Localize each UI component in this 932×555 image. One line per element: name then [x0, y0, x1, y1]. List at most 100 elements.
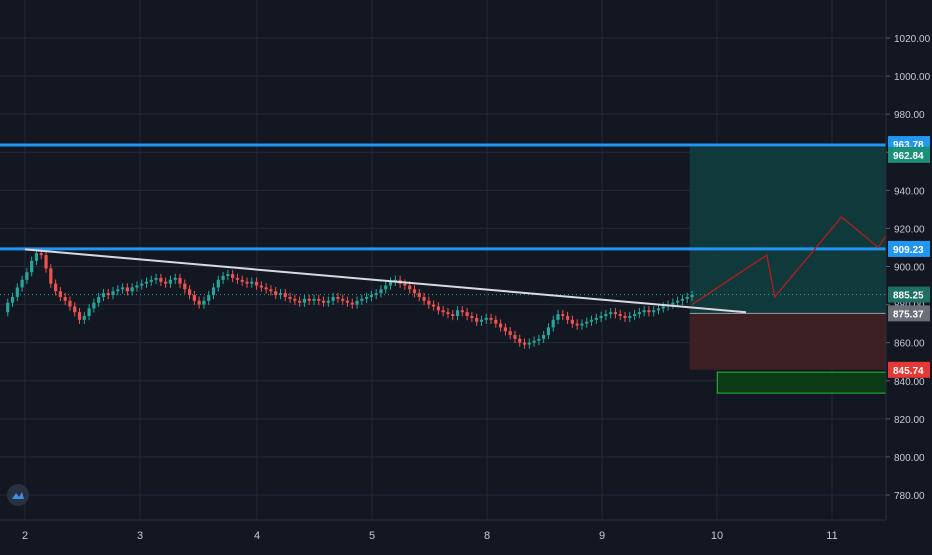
candle-body: [585, 321, 589, 324]
price-label-text: 963.78: [893, 140, 924, 151]
price-axis-label: 940.00: [894, 186, 925, 197]
candle-body: [345, 300, 350, 303]
candle-body: [192, 295, 196, 301]
candle-body: [288, 296, 292, 299]
candle-body: [274, 291, 278, 296]
candle-body: [240, 279, 244, 282]
candle-body: [642, 310, 646, 313]
candle-body: [226, 274, 230, 277]
price-axis-panel: [886, 0, 932, 550]
candle-body: [570, 319, 574, 324]
candle-body: [254, 281, 259, 286]
candle-body: [599, 316, 603, 318]
candle-body: [321, 300, 326, 303]
price-label-845-74: 845.74: [888, 361, 930, 378]
candle-body: [451, 314, 455, 317]
candle-body: [379, 289, 383, 294]
candle-body: [283, 293, 287, 297]
projection-path: [691, 165, 932, 306]
candle-body: [647, 310, 651, 313]
candle-body: [628, 316, 632, 318]
price-axis-label: 860.00: [894, 339, 925, 350]
candle-body: [63, 296, 67, 301]
candle-body: [154, 277, 158, 280]
candle-body: [87, 308, 91, 317]
candle-body: [556, 314, 560, 320]
price-label-box: [888, 361, 930, 378]
candle-body: [336, 296, 340, 299]
candle-body: [475, 317, 479, 322]
candle-body: [58, 291, 62, 297]
candle-body: [618, 314, 622, 317]
price-label-box: [888, 305, 930, 322]
candle-body: [479, 319, 484, 322]
time-axis-label: 11: [826, 530, 837, 542]
candle-body: [369, 295, 374, 297]
candle-body: [470, 316, 474, 318]
candle-body: [499, 323, 503, 328]
candle-body: [637, 312, 641, 315]
candle-body: [685, 296, 689, 299]
candle-body: [168, 279, 173, 284]
candle-body: [546, 327, 551, 336]
candle-body: [350, 302, 354, 305]
candle-body: [6, 302, 10, 313]
candle-body: [384, 285, 388, 290]
candle-body: [125, 287, 129, 292]
candle-body: [30, 260, 34, 273]
candle-body: [412, 289, 417, 294]
candle-body: [432, 304, 436, 307]
candle-body: [269, 289, 273, 292]
candle-body: [259, 285, 263, 288]
tradingview-logo-icon[interactable]: [7, 484, 29, 506]
candle-body: [632, 314, 637, 317]
candle-body: [527, 342, 531, 345]
candle-body: [149, 279, 153, 282]
candle-body: [360, 298, 364, 301]
candle-body: [403, 283, 407, 286]
candle-body: [465, 312, 469, 317]
candle-body: [235, 277, 240, 280]
price-axis-label: 980.00: [894, 110, 925, 121]
price-axis-label: 780.00: [894, 491, 925, 502]
logo-glyph: [12, 492, 24, 499]
candle-body: [341, 298, 345, 301]
candle-body: [671, 302, 675, 305]
candle-body: [355, 300, 359, 305]
candle-body: [446, 312, 450, 315]
candle-body: [34, 253, 39, 261]
price-label-box: [888, 240, 930, 257]
candle-body: [609, 312, 613, 315]
candle-body: [250, 281, 254, 284]
candle-body: [111, 291, 115, 296]
time-axis-label: 4: [254, 530, 260, 542]
candle-body: [417, 293, 421, 297]
candle-body: [207, 295, 211, 301]
candle-body: [202, 300, 206, 305]
candle-body: [106, 293, 110, 296]
time-axis-label: 5: [369, 530, 375, 542]
candle-body: [326, 300, 330, 303]
candle-body: [39, 253, 43, 256]
candle-body: [293, 298, 297, 301]
candle-body: [77, 312, 82, 320]
candle-body: [408, 285, 412, 290]
candle-body: [455, 310, 460, 317]
candle-body: [197, 300, 201, 305]
candle-body: [690, 295, 694, 297]
candle-body: [656, 308, 661, 311]
candle-body: [594, 317, 598, 320]
candle-body: [460, 310, 464, 313]
candle-body: [73, 306, 77, 313]
candle-body: [221, 276, 225, 280]
candle-body: [518, 338, 522, 343]
candle-body: [216, 279, 220, 288]
candle-body: [522, 342, 527, 345]
price-axis-label: 800.00: [894, 453, 925, 464]
candle-body: [53, 283, 58, 292]
candle-body: [92, 302, 96, 309]
candle-body: [97, 296, 101, 303]
time-axis-label: 3: [137, 530, 143, 542]
